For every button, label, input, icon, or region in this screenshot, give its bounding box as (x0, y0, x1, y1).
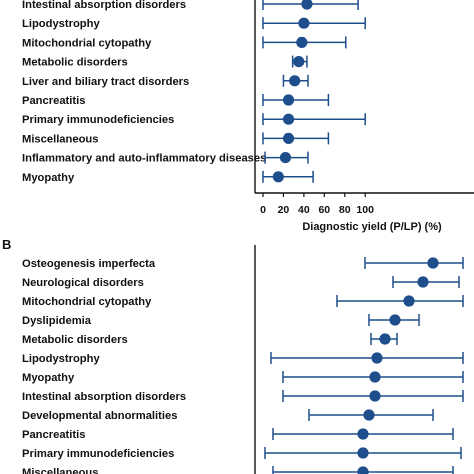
category-label: Miscellaneous (22, 467, 98, 474)
forest-row: Myopathy (22, 170, 314, 184)
point-estimate-marker (427, 257, 439, 269)
category-label: Lipodystrophy (22, 18, 100, 30)
forest-row: Mitochondrial cytopathy (22, 36, 347, 49)
x-tick-label: 60 (318, 204, 330, 216)
point-estimate-marker (417, 276, 429, 288)
category-label: Neurological disorders (22, 277, 144, 289)
forest-row: Intestinal absorption disorders (22, 390, 464, 403)
category-label: Pancreatitis (22, 95, 85, 107)
panel-a-x-axis-title: Diagnostic yield (P/LP) (%) (302, 221, 442, 233)
point-estimate-marker (369, 390, 381, 402)
category-label: Primary immunodeficiencies (22, 448, 174, 460)
x-tick-label: 80 (339, 204, 351, 216)
forest-row: Dyslipidemia (22, 314, 420, 327)
point-estimate-marker (357, 447, 369, 459)
point-estimate-marker (293, 56, 305, 68)
category-label: Metabolic disorders (22, 334, 128, 346)
category-label: Lipodystrophy (22, 353, 100, 365)
forest-row: Miscellaneous (22, 466, 454, 474)
point-estimate-marker (363, 409, 375, 421)
x-tick-label: 20 (278, 204, 290, 216)
point-estimate-marker (282, 132, 295, 144)
point-estimate-marker (371, 352, 383, 364)
panel-a-forest-plot: Diagnostic yield (P/LP) (%) 0 20 40 60 80 100… (22, 0, 474, 233)
point-estimate-marker (296, 36, 308, 49)
forest-row: Intestinal absorption disorders (22, 0, 359, 11)
point-estimate-marker (357, 428, 369, 440)
category-label: Intestinal absorption disorders (22, 0, 186, 11)
point-estimate-marker (357, 466, 369, 474)
category-label: Osteogenesis imperfecta (22, 258, 156, 270)
point-estimate-marker (289, 75, 301, 87)
point-estimate-marker (379, 333, 391, 345)
category-label: Miscellaneous (22, 133, 98, 145)
forest-row: Pancreatitis (22, 428, 454, 441)
panel-b-forest-plot: B Osteogenesis imperfecta Neurological di… (2, 237, 464, 474)
point-estimate-marker (279, 152, 292, 164)
category-label: Primary immunodeficiencies (22, 114, 174, 126)
point-estimate-marker (298, 17, 310, 29)
forest-row: Lipodystrophy (22, 17, 366, 30)
point-estimate-marker (369, 371, 381, 383)
category-label: Intestinal absorption disorders (22, 391, 186, 403)
category-label: Myopathy (22, 372, 75, 384)
category-label: Pancreatitis (22, 429, 85, 441)
forest-row: Myopathy (22, 371, 464, 384)
forest-row: Developmental abnormalities (22, 409, 434, 422)
forest-row: Neurological disorders (22, 276, 460, 289)
point-estimate-marker (301, 0, 313, 10)
category-label: Developmental abnormalities (22, 410, 177, 422)
forest-row: Liver and biliary tract disorders (22, 74, 309, 88)
forest-row: Pancreatitis (22, 94, 330, 107)
category-label: Mitochondrial cytopathy (22, 37, 152, 49)
forest-row: Primary immunodeficiencies (22, 113, 366, 126)
x-tick-label: 40 (298, 204, 310, 216)
point-estimate-marker (272, 171, 284, 183)
point-estimate-marker (389, 314, 401, 326)
forest-row: Metabolic disorders (22, 333, 398, 346)
point-estimate-marker (282, 113, 295, 125)
forest-row: Metabolic disorders (22, 55, 308, 69)
forest-row: Primary immunodeficiencies (22, 447, 462, 460)
forest-row: Miscellaneous (22, 132, 330, 145)
forest-row: Mitochondrial cytopathy (22, 295, 464, 308)
forest-row: Osteogenesis imperfecta (22, 257, 464, 270)
x-tick-label: 0 (260, 204, 266, 216)
point-estimate-marker (282, 94, 295, 106)
forest-row: Inflammatory and auto-inflammatory disea… (22, 151, 309, 165)
category-label: Myopathy (22, 172, 75, 184)
point-estimate-marker (403, 295, 415, 307)
x-tick-label: 100 (356, 204, 374, 216)
category-label: Mitochondrial cytopathy (22, 296, 152, 308)
forest-row: Lipodystrophy (22, 352, 464, 365)
panel-b-label: B (2, 237, 11, 252)
category-label: Metabolic disorders (22, 57, 128, 69)
category-label: Liver and biliary tract disorders (22, 76, 189, 88)
category-label: Dyslipidemia (22, 315, 92, 327)
category-label: Inflammatory and auto-inflammatory disea… (22, 153, 266, 165)
